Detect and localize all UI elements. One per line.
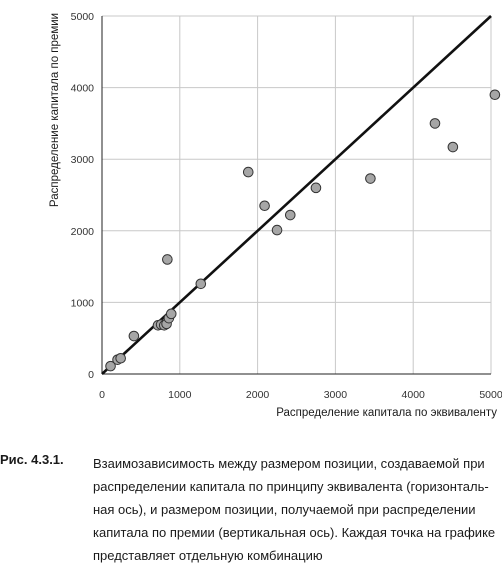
- data-point: [195, 278, 207, 290]
- data-point: [447, 141, 459, 153]
- y-tick-label: 4000: [71, 83, 95, 95]
- data-point: [489, 89, 501, 101]
- figure-caption-text: Взаимозависимость между размером позиции…: [93, 456, 496, 563]
- y-axis-label: Распределение капитала по премии: [49, 13, 61, 207]
- figure-number: Рис. 4.3.1.: [0, 452, 64, 467]
- data-point: [128, 330, 140, 342]
- data-points: [105, 89, 501, 372]
- data-point: [365, 173, 376, 184]
- data-point: [162, 254, 173, 265]
- data-point: [429, 118, 441, 129]
- data-point: [105, 360, 116, 372]
- y-tick-labels: 0 1000 2000 3000 4000 5000: [71, 11, 95, 381]
- data-point: [271, 224, 283, 236]
- x-tick-label: 4000: [402, 389, 426, 401]
- x-tick-label: 0: [99, 389, 105, 401]
- x-tick-label: 3000: [324, 389, 348, 401]
- data-point: [310, 182, 322, 194]
- x-axis-label: Распределение капитала по эквиваленту: [276, 407, 497, 419]
- x-tick-labels: 0 1000 2000 3000 4000 5000: [99, 389, 502, 401]
- grid-lines: [102, 15, 492, 374]
- scatter-chart: 0 1000 2000 3000 4000 5000 0 1000 2000 3000 4000 5…: [49, 11, 502, 419]
- y-tick-label: 0: [88, 369, 94, 381]
- x-tick-label: 1000: [168, 389, 192, 401]
- x-tick-label: 2000: [246, 389, 270, 401]
- data-point: [242, 166, 254, 178]
- data-point: [115, 352, 126, 364]
- x-tick-label: 5000: [479, 389, 502, 401]
- data-point: [165, 308, 177, 320]
- data-point: [284, 209, 296, 221]
- y-tick-label: 3000: [71, 154, 95, 166]
- axes: [101, 16, 491, 375]
- data-point: [259, 200, 270, 212]
- y-tick-label: 2000: [71, 226, 95, 238]
- y-tick-label: 5000: [71, 11, 95, 23]
- y-tick-label: 1000: [71, 297, 95, 309]
